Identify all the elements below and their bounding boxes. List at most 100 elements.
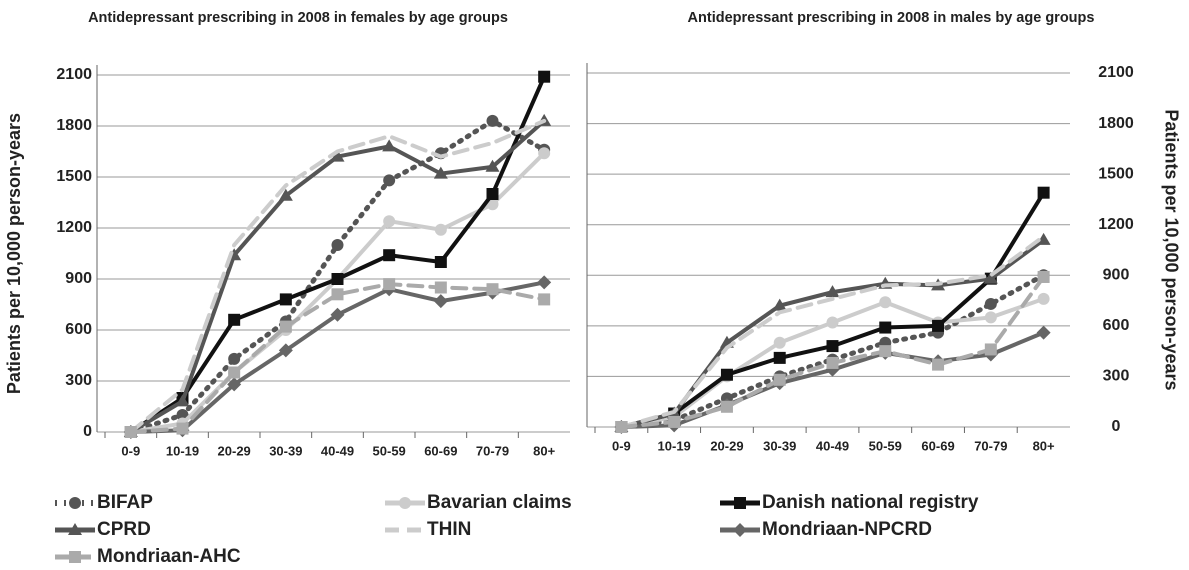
legend-label: Danish national registry: [762, 492, 979, 513]
marker: [278, 343, 293, 358]
y-tick-label: 1200: [56, 219, 92, 236]
y-tick-label: 0: [1112, 418, 1121, 435]
legend-label: THIN: [427, 519, 471, 540]
marker: [826, 316, 839, 329]
y-tick-label: 2100: [56, 66, 92, 83]
marker: [772, 298, 787, 311]
x-tick-label: 50-59: [869, 438, 902, 453]
x-tick-label: 70-79: [476, 443, 509, 458]
marker: [330, 307, 345, 322]
y-tick-label: 1500: [1098, 165, 1134, 182]
y-tick-label: 0: [83, 423, 92, 440]
x-tick-label: 10-19: [658, 438, 691, 453]
marker: [434, 223, 447, 236]
y-tick-label: 900: [65, 270, 92, 287]
x-tick-label: 0-9: [121, 443, 140, 458]
series-line: [128, 74, 547, 434]
marker: [879, 296, 892, 309]
marker: [331, 239, 344, 251]
x-tick-label: 80+: [533, 443, 555, 458]
y-tick-label: 1500: [56, 168, 92, 185]
x-tick-label: 60-69: [424, 443, 457, 458]
marker: [720, 400, 733, 413]
marker: [932, 319, 945, 332]
marker: [538, 70, 551, 83]
marker: [279, 320, 292, 333]
marker: [932, 358, 945, 371]
y-tick-label: 300: [65, 372, 92, 389]
marker: [984, 311, 997, 324]
marker: [486, 283, 499, 296]
legend-label: Mondriaan-NPCRD: [762, 519, 932, 540]
marker: [176, 422, 189, 435]
marker: [227, 377, 242, 392]
series-line: [619, 234, 1046, 429]
marker: [175, 394, 190, 407]
y-tick-label: 600: [65, 321, 92, 338]
x-tick-label: 60-69: [921, 438, 954, 453]
marker: [228, 366, 241, 379]
x-tick-label: 50-59: [373, 443, 406, 458]
marker: [330, 149, 345, 162]
legend-label: BIFAP: [97, 492, 153, 513]
y-tick-label: 2100: [1098, 64, 1134, 81]
marker: [720, 368, 733, 381]
marker: [434, 281, 447, 294]
x-tick-label: 20-29: [218, 443, 251, 458]
y-axis-label: Patients per 10,000 person-years: [1161, 109, 1181, 390]
legend-label: CPRD: [97, 519, 151, 540]
marker: [383, 249, 396, 262]
marker: [279, 293, 292, 306]
marker: [879, 345, 892, 358]
marker: [668, 415, 681, 428]
marker: [228, 352, 241, 365]
marker: [826, 340, 839, 353]
legend-label: Mondriaan-AHC: [97, 546, 241, 567]
marker: [1037, 270, 1050, 283]
marker: [382, 139, 397, 152]
series-line: [128, 118, 547, 434]
x-tick-label: 80+: [1033, 438, 1055, 453]
marker: [69, 497, 81, 509]
marker: [124, 426, 137, 438]
marker: [984, 297, 997, 310]
marker: [485, 159, 500, 172]
y-tick-label: 1800: [1098, 115, 1134, 132]
marker: [983, 271, 998, 284]
marker: [434, 256, 447, 268]
y-tick-label: 900: [1103, 267, 1130, 284]
y-tick-label: 600: [1103, 317, 1130, 334]
legend-label: Bavarian claims: [427, 492, 572, 513]
marker: [69, 551, 81, 563]
marker: [383, 174, 396, 187]
marker: [278, 188, 293, 201]
marker: [826, 356, 839, 369]
marker: [537, 275, 552, 290]
marker: [825, 285, 840, 298]
chart-title: Antidepressant prescribing in 2008 in fe…: [88, 10, 508, 26]
series-line: [128, 282, 547, 434]
x-tick-label: 20-29: [710, 438, 743, 453]
marker: [773, 336, 786, 349]
marker: [538, 293, 551, 306]
marker: [383, 278, 396, 291]
x-tick-label: 40-49: [321, 443, 354, 458]
marker: [68, 523, 82, 535]
marker: [433, 294, 448, 309]
x-tick-label: 30-39: [763, 438, 796, 453]
x-tick-label: 0-9: [612, 438, 631, 453]
marker: [734, 497, 746, 509]
marker: [399, 497, 411, 509]
x-tick-label: 70-79: [974, 438, 1007, 453]
y-tick-label: 1200: [1098, 216, 1134, 233]
marker: [486, 188, 499, 200]
marker: [331, 288, 344, 301]
x-tick-label: 30-39: [269, 443, 302, 458]
marker: [773, 373, 786, 386]
marker: [383, 215, 396, 228]
y-axis-label: Patients per 10,000 person-years: [4, 113, 24, 394]
marker: [331, 273, 344, 285]
marker: [433, 166, 448, 179]
marker: [228, 313, 241, 326]
